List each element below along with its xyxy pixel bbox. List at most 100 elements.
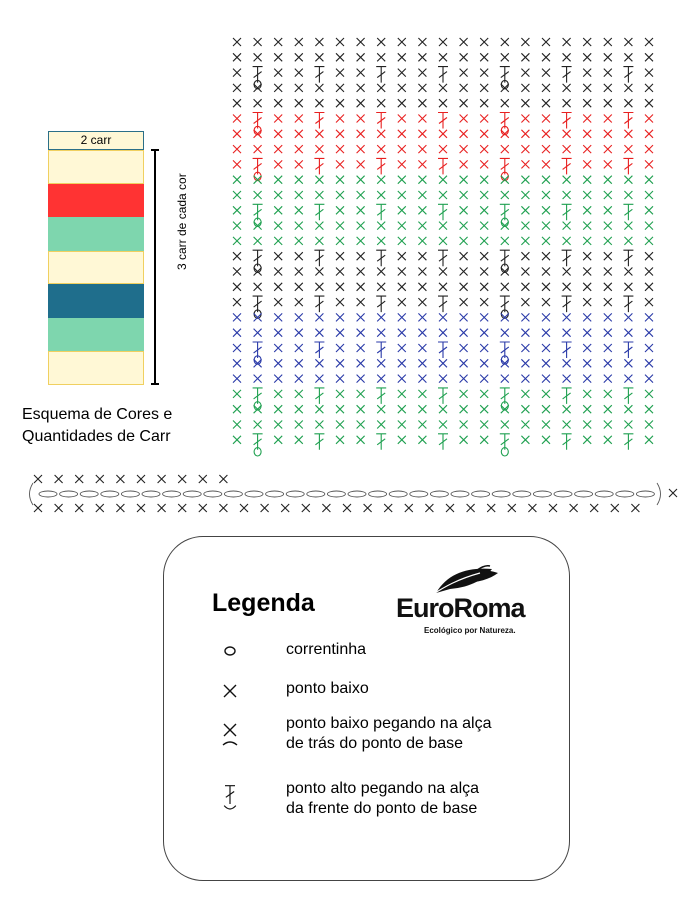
double-crochet-symbol bbox=[561, 295, 572, 313]
single-crochet-symbol bbox=[397, 37, 407, 47]
single-crochet-symbol bbox=[541, 83, 551, 93]
single-crochet-symbol bbox=[356, 435, 365, 445]
single-crochet-symbol bbox=[294, 313, 304, 322]
color-stripe-cream bbox=[48, 250, 144, 284]
single-crochet-symbol bbox=[541, 435, 551, 445]
single-crochet-symbol bbox=[273, 435, 283, 445]
single-crochet-symbol bbox=[479, 114, 489, 123]
single-crochet-symbol bbox=[33, 474, 43, 484]
single-crochet-symbol bbox=[376, 267, 386, 276]
single-crochet-symbol bbox=[177, 474, 187, 484]
single-crochet-symbol bbox=[644, 297, 654, 307]
single-crochet-symbol bbox=[253, 37, 262, 47]
single-crochet-symbol bbox=[335, 389, 345, 399]
single-crochet-symbol bbox=[232, 144, 242, 154]
single-crochet-symbol bbox=[219, 474, 228, 484]
single-crochet-symbol bbox=[294, 221, 304, 230]
single-crochet-symbol bbox=[232, 37, 242, 47]
single-crochet-symbol bbox=[500, 98, 510, 108]
single-crochet-symbol bbox=[397, 389, 407, 399]
single-crochet-symbol bbox=[335, 160, 345, 169]
foundation-chain-symbol bbox=[471, 490, 491, 498]
single-crochet-symbol bbox=[479, 343, 489, 353]
single-crochet-symbol bbox=[418, 205, 427, 215]
single-crochet-symbol bbox=[500, 83, 510, 93]
single-crochet-symbol bbox=[397, 236, 407, 246]
single-crochet-symbol bbox=[397, 282, 407, 292]
foundation-chain-symbol bbox=[79, 490, 99, 498]
single-crochet-symbol bbox=[315, 328, 324, 338]
single-crochet-symbol bbox=[541, 129, 551, 139]
single-crochet-symbol bbox=[418, 52, 427, 62]
single-crochet-symbol bbox=[479, 83, 489, 93]
single-crochet-symbol bbox=[521, 297, 530, 307]
single-crochet-symbol bbox=[315, 404, 324, 414]
single-crochet-symbol bbox=[116, 474, 125, 484]
single-crochet-symbol bbox=[479, 236, 489, 246]
single-crochet-symbol bbox=[376, 37, 386, 47]
single-crochet-symbol bbox=[253, 83, 262, 93]
single-crochet-symbol bbox=[521, 205, 530, 215]
single-crochet-symbol bbox=[315, 313, 324, 322]
double-crochet-symbol bbox=[376, 111, 387, 129]
single-crochet-symbol bbox=[438, 328, 448, 338]
single-crochet-symbol bbox=[253, 404, 262, 414]
single-crochet-symbol bbox=[397, 343, 407, 353]
single-crochet-symbol bbox=[356, 175, 365, 185]
single-crochet-symbol bbox=[644, 328, 654, 338]
single-crochet-symbol bbox=[253, 420, 262, 429]
single-crochet-symbol bbox=[273, 37, 283, 47]
single-crochet-symbol bbox=[404, 503, 414, 513]
double-crochet-symbol bbox=[314, 203, 325, 221]
single-crochet-symbol bbox=[232, 68, 242, 77]
single-crochet-symbol bbox=[438, 404, 448, 414]
single-crochet-symbol bbox=[624, 221, 633, 230]
single-crochet-symbol bbox=[273, 175, 283, 185]
single-crochet-symbol bbox=[273, 297, 283, 307]
single-crochet-symbol bbox=[397, 313, 407, 322]
single-crochet-symbol bbox=[500, 374, 510, 383]
single-crochet-symbol bbox=[459, 343, 468, 353]
single-crochet-symbol bbox=[397, 267, 407, 276]
single-crochet-symbol bbox=[603, 420, 613, 429]
single-crochet-symbol bbox=[335, 175, 345, 185]
double-crochet-symbol bbox=[623, 157, 634, 175]
legend-label-back-loop-line1: ponto baixo pegando na alça bbox=[286, 715, 492, 732]
single-crochet-symbol bbox=[335, 404, 345, 414]
single-crochet-symbol bbox=[479, 37, 489, 47]
single-crochet-symbol bbox=[397, 251, 407, 261]
double-crochet-symbol bbox=[561, 66, 572, 83]
single-crochet-symbol bbox=[363, 503, 372, 513]
single-crochet-symbol bbox=[280, 503, 290, 513]
single-crochet-symbol bbox=[356, 404, 365, 414]
foundation-chain-symbol bbox=[223, 490, 243, 498]
color-stripe-mint bbox=[48, 217, 144, 251]
single-crochet-symbol bbox=[479, 435, 489, 445]
single-crochet-symbol bbox=[479, 205, 489, 215]
single-crochet-symbol bbox=[582, 160, 592, 169]
single-crochet-symbol bbox=[136, 503, 146, 513]
single-crochet-symbol bbox=[459, 435, 468, 445]
single-crochet-symbol bbox=[294, 236, 304, 246]
single-crochet-symbol bbox=[315, 144, 324, 154]
single-crochet-symbol bbox=[548, 503, 558, 513]
double-crochet-symbol bbox=[623, 203, 634, 221]
single-crochet-symbol bbox=[479, 52, 489, 62]
double-crochet-symbol bbox=[561, 249, 572, 267]
foundation-chain-symbol bbox=[574, 490, 594, 498]
single-crochet-symbol bbox=[459, 389, 468, 399]
single-crochet-symbol bbox=[253, 175, 262, 185]
single-crochet-symbol bbox=[315, 374, 324, 383]
single-crochet-symbol bbox=[541, 236, 551, 246]
single-crochet-symbol bbox=[418, 435, 427, 445]
single-crochet-symbol bbox=[418, 313, 427, 322]
legend-label-front-loop-line1: ponto alto pegando na alça bbox=[286, 780, 480, 797]
double-crochet-symbol bbox=[561, 203, 572, 221]
single-crochet-symbol bbox=[582, 343, 592, 353]
single-crochet-symbol bbox=[562, 236, 571, 246]
double-crochet-symbol bbox=[376, 157, 387, 175]
single-crochet-symbol bbox=[459, 313, 468, 322]
single-crochet-symbol bbox=[232, 129, 242, 139]
single-crochet-symbol bbox=[335, 68, 345, 77]
single-crochet-symbol bbox=[541, 98, 551, 108]
